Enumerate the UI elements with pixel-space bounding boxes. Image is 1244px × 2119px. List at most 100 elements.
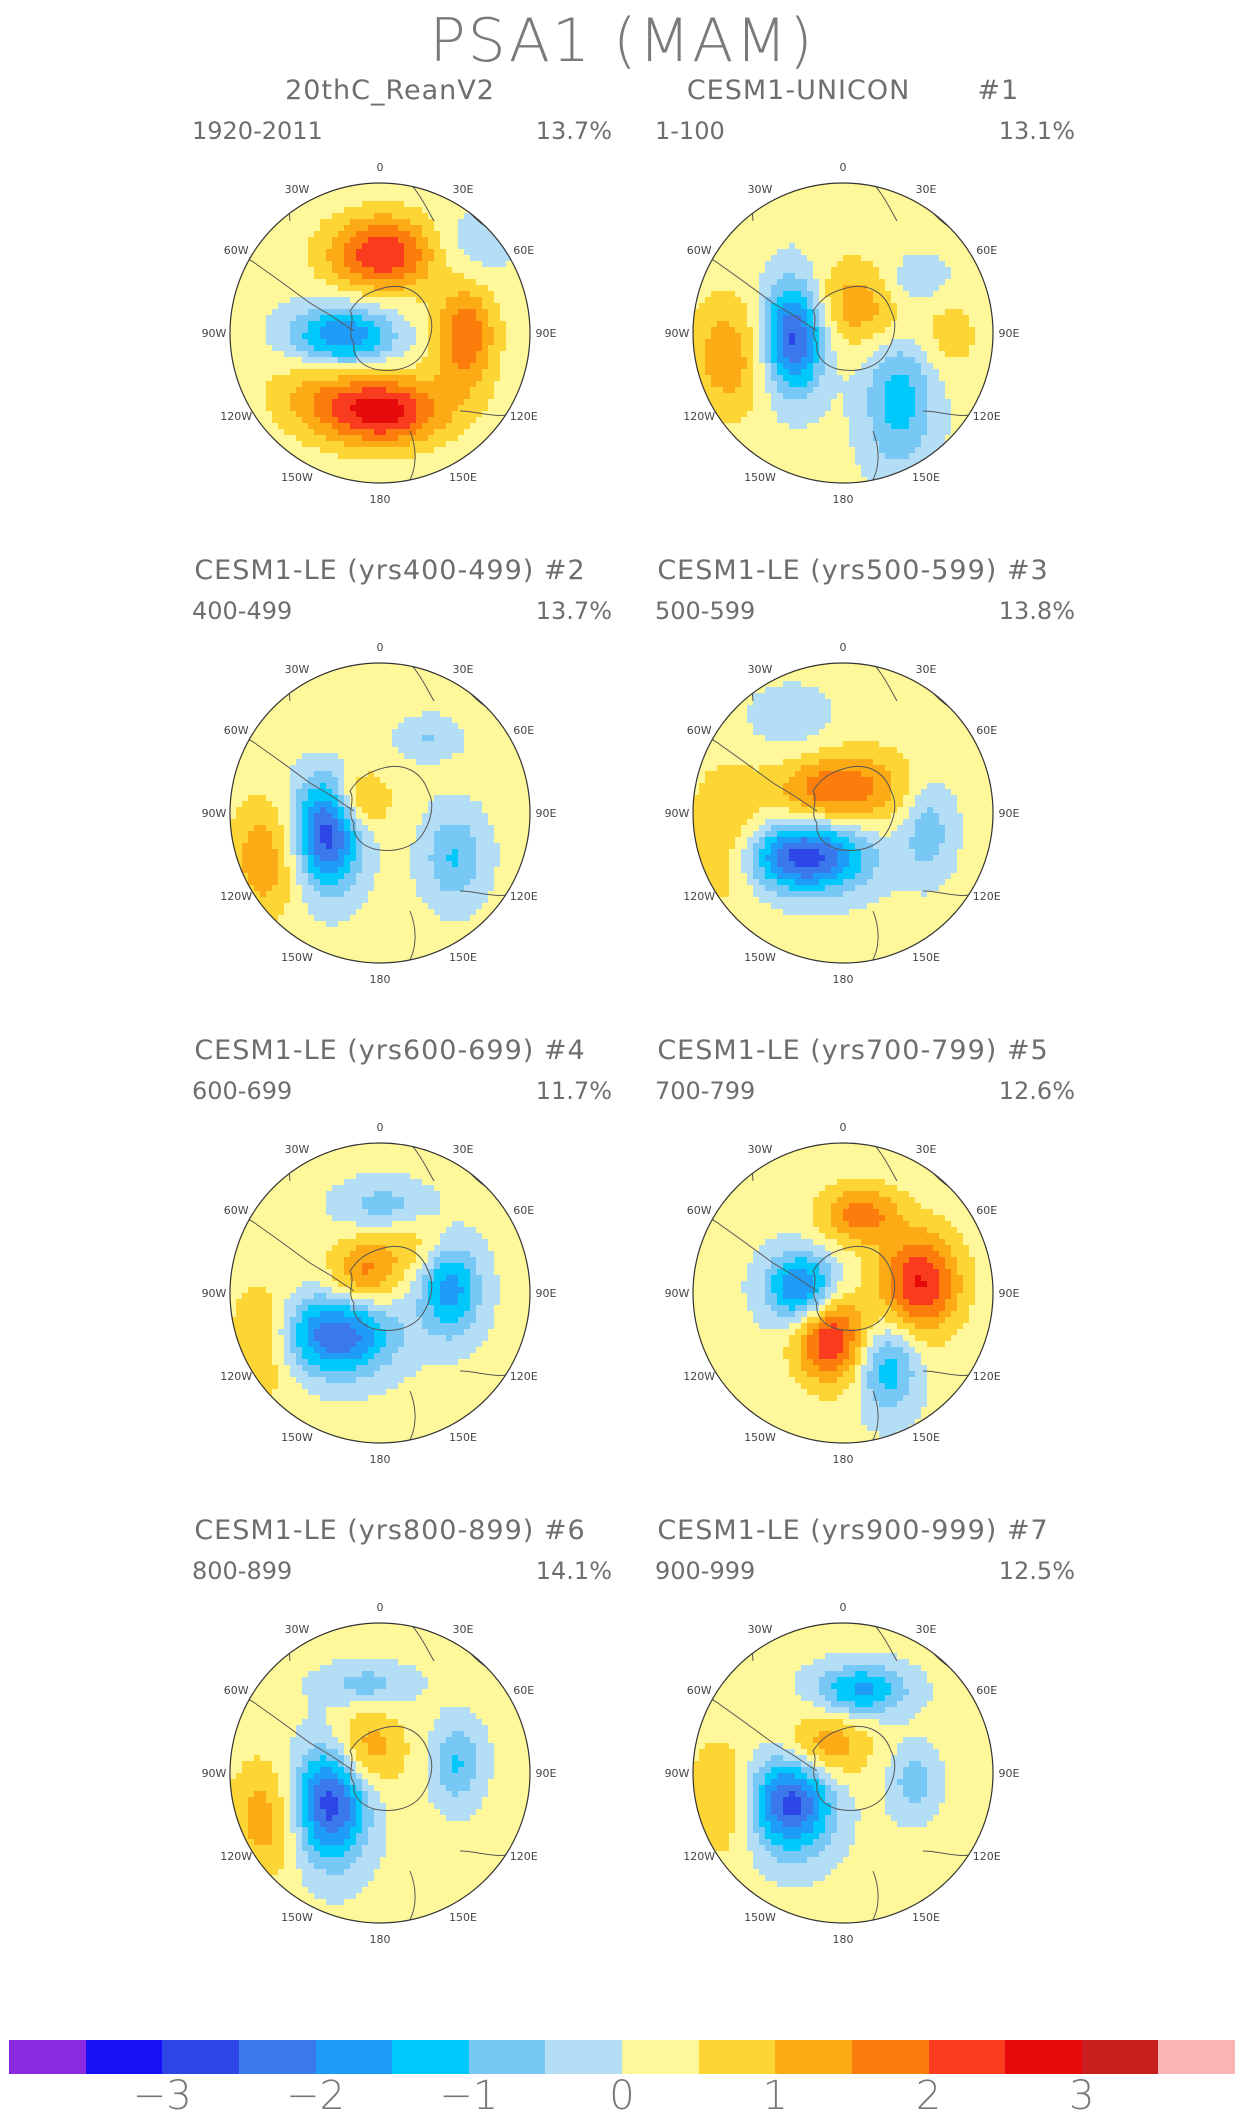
longitude-label: 0 xyxy=(840,641,847,654)
panel-title: CESM1-LE (yrs800-899) #6 xyxy=(140,1515,640,1546)
panel-title: CESM1-LE (yrs600-699) #4 xyxy=(140,1035,640,1066)
longitude-label: 120E xyxy=(973,1850,1001,1863)
panel-title: CESM1-LE (yrs900-999) #7 xyxy=(603,1515,1103,1546)
colorbar-box xyxy=(545,2040,622,2074)
longitude-label: 30E xyxy=(453,663,474,676)
longitude-label: 90E xyxy=(999,1767,1020,1780)
longitude-label: 180 xyxy=(833,1933,854,1946)
longitude-label: 30W xyxy=(748,1143,773,1156)
map-panel-5: CESM1-LE (yrs600-699) #4 600-699 11.7% 0… xyxy=(140,1035,640,1505)
longitude-label: 60W xyxy=(687,244,712,257)
colorbar-tick-label: 1 xyxy=(763,2073,788,2119)
longitude-label: 150W xyxy=(744,1431,776,1444)
longitude-label: 30E xyxy=(453,183,474,196)
colorbar-box xyxy=(699,2040,776,2074)
longitude-label: 120W xyxy=(683,410,715,423)
colorbar-tick-label: 3 xyxy=(1069,2073,1094,2119)
longitude-label: 180 xyxy=(370,1933,391,1946)
longitude-label: 30W xyxy=(285,663,310,676)
colorbar-box xyxy=(1082,2040,1159,2074)
colorbar-box xyxy=(9,2040,86,2074)
longitude-label: 90W xyxy=(665,1767,690,1780)
colorbar-box xyxy=(1005,2040,1082,2074)
longitude-label: 0 xyxy=(840,1121,847,1134)
longitude-label: 90E xyxy=(536,327,557,340)
longitude-label: 120W xyxy=(220,1850,252,1863)
longitude-label: 30E xyxy=(916,663,937,676)
longitude-label: 60E xyxy=(513,1684,534,1697)
longitude-label: 90E xyxy=(999,327,1020,340)
longitude-label: 60E xyxy=(513,244,534,257)
colorbar-box xyxy=(1158,2040,1235,2074)
longitude-label: 120W xyxy=(683,890,715,903)
longitude-label: 90E xyxy=(536,1767,557,1780)
colorbar-box xyxy=(239,2040,316,2074)
longitude-label: 30W xyxy=(285,1623,310,1636)
longitude-label: 150W xyxy=(744,1911,776,1924)
longitude-label: 60W xyxy=(224,1684,249,1697)
longitude-label: 150W xyxy=(281,1431,313,1444)
longitude-label: 90W xyxy=(202,1287,227,1300)
longitude-label: 150W xyxy=(281,951,313,964)
longitude-label: 120W xyxy=(683,1370,715,1383)
colorbar-box xyxy=(392,2040,469,2074)
longitude-label: 150E xyxy=(912,471,940,484)
longitude-label: 150W xyxy=(281,1911,313,1924)
longitude-label: 30W xyxy=(285,183,310,196)
colorbar xyxy=(9,2040,1235,2074)
panel-title: CESM1-LE (yrs700-799) #5 xyxy=(603,1035,1103,1066)
longitude-label: 60E xyxy=(976,244,997,257)
colorbar-box xyxy=(469,2040,546,2074)
longitude-label: 60W xyxy=(687,1204,712,1217)
longitude-label: 120E xyxy=(510,1850,538,1863)
longitude-label: 180 xyxy=(370,973,391,986)
map-panel-6: CESM1-LE (yrs700-799) #5 700-799 12.6% 0… xyxy=(603,1035,1103,1505)
longitude-label: 0 xyxy=(840,161,847,174)
longitude-label: 0 xyxy=(840,1601,847,1614)
longitude-label: 150W xyxy=(281,471,313,484)
longitude-label: 90W xyxy=(665,807,690,820)
colorbar-box xyxy=(852,2040,929,2074)
longitude-label: 60W xyxy=(224,244,249,257)
longitude-label: 60W xyxy=(687,1684,712,1697)
longitude-label: 90W xyxy=(202,327,227,340)
longitude-label: 150E xyxy=(912,951,940,964)
panel-title: CESM1-LE (yrs500-599) #3 xyxy=(603,555,1103,586)
longitude-label: 60E xyxy=(976,1684,997,1697)
longitude-label: 30W xyxy=(748,663,773,676)
colorbar-box xyxy=(775,2040,852,2074)
colorbar-box xyxy=(162,2040,239,2074)
longitude-label: 30W xyxy=(748,1623,773,1636)
longitude-label: 150W xyxy=(744,471,776,484)
longitude-label: 90E xyxy=(536,807,557,820)
longitude-label: 90E xyxy=(536,1287,557,1300)
longitude-label: 30E xyxy=(916,183,937,196)
longitude-label: 180 xyxy=(833,973,854,986)
longitude-label: 150E xyxy=(449,1911,477,1924)
longitude-label: 120E xyxy=(510,410,538,423)
map-panel-3: CESM1-LE (yrs400-499) #2 400-499 13.7% 0… xyxy=(140,555,640,1025)
longitude-label: 30E xyxy=(453,1623,474,1636)
longitude-label: 120E xyxy=(973,410,1001,423)
longitude-label: 120W xyxy=(683,1850,715,1863)
map-panel-8: CESM1-LE (yrs900-999) #7 900-999 12.5% 0… xyxy=(603,1515,1103,1985)
map-panel-7: CESM1-LE (yrs800-899) #6 800-899 14.1% 0… xyxy=(140,1515,640,1985)
map-panel-4: CESM1-LE (yrs500-599) #3 500-599 13.8% 0… xyxy=(603,555,1103,1025)
longitude-label: 120E xyxy=(973,890,1001,903)
colorbar-tick-label: −2 xyxy=(286,2073,345,2119)
colorbar-tick-label: −1 xyxy=(439,2073,498,2119)
longitude-label: 180 xyxy=(833,1453,854,1466)
longitude-label: 180 xyxy=(370,493,391,506)
longitude-label: 90W xyxy=(665,1287,690,1300)
longitude-label: 150W xyxy=(744,951,776,964)
longitude-label: 150E xyxy=(912,1431,940,1444)
longitude-label: 120E xyxy=(510,890,538,903)
colorbar-tick-label: −3 xyxy=(133,2073,192,2119)
